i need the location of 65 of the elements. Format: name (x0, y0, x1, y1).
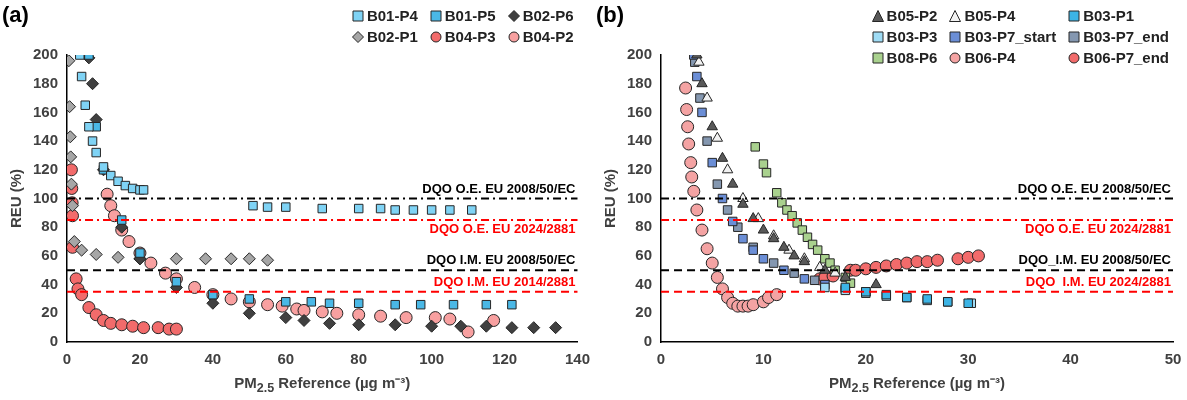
x-tick-label: 140 (564, 350, 590, 368)
y-axis-title: REU (%) (7, 168, 25, 229)
legend-label: B03-P1 (1083, 7, 1134, 24)
x-tick-label: 30 (959, 350, 977, 368)
ref-line-label: DQO I.M. EU 2014/2881 (433, 273, 576, 289)
x-tick-label: 40 (1062, 350, 1079, 368)
ref-line-label: DQO O.E. EU 2024/2881 (1025, 221, 1171, 237)
y-axis-title: REU (%) (601, 168, 619, 229)
y-tick-label: 200 (627, 45, 653, 63)
y-tick-label: 40 (41, 274, 59, 292)
x-tick-label: 60 (277, 350, 295, 368)
ref-line-label: DQO O.E. EU 2008/50/EC (1017, 180, 1172, 196)
x-tick-label: 100 (419, 350, 445, 368)
x-tick-label: 0 (62, 350, 72, 368)
legend-label: B04-P3 (444, 28, 496, 45)
y-tick-label: 140 (33, 131, 59, 149)
y-tick-label: 40 (635, 274, 653, 292)
x-tick-label: 80 (350, 350, 368, 368)
legend-label: B05-P4 (964, 7, 1016, 24)
y-tick-label: 180 (627, 73, 653, 91)
legend-label: B04-P2 (522, 28, 574, 45)
x-tick-label: 0 (656, 350, 666, 368)
y-tick-label: 160 (627, 102, 653, 120)
y-tick-label: 80 (41, 217, 59, 235)
x-tick-label: 20 (857, 350, 875, 368)
x-axis-title: PM$_{2.5}$ Reference (µg m⁻³) (828, 373, 1006, 395)
legend-label: B03-P7_start (964, 28, 1057, 45)
x-tick-label: 20 (131, 350, 149, 368)
ref-line-label: DQO O.E. EU 2024/2881 (429, 221, 576, 237)
y-tick-label: 60 (41, 246, 59, 264)
y-tick-label: 100 (33, 188, 59, 206)
legend-label: B02-P1 (366, 28, 418, 45)
chart-title: (a) (2, 2, 29, 28)
y-tick-label: 60 (635, 246, 653, 264)
legend-label: B05-P2 (886, 7, 938, 24)
x-axis-title: PM$_{2.5}$ Reference (µg m⁻³) (234, 373, 411, 395)
ref-line-label: DQO_I.M. EU 2008/50/EC (1018, 252, 1172, 268)
legend-label: B01-P5 (444, 7, 496, 24)
y-tick-label: 200 (33, 45, 59, 63)
legend-label: B06-P4 (964, 49, 1016, 66)
y-tick-label: 20 (635, 303, 653, 321)
y-tick-label: 120 (627, 159, 653, 177)
legend-label: B03-P3 (886, 28, 938, 45)
y-tick-label: 20 (41, 303, 59, 321)
x-tick-label: 10 (755, 350, 772, 368)
y-tick-label: 100 (627, 188, 653, 206)
legend-label: B06-P7_end (1083, 49, 1169, 66)
legend-label: B02-P6 (522, 7, 574, 24)
y-tick-label: 0 (643, 332, 653, 350)
y-tick-label: 140 (627, 131, 653, 149)
x-tick-label: 120 (492, 350, 518, 368)
y-tick-label: 0 (49, 332, 59, 350)
y-tick-label: 80 (635, 217, 653, 235)
y-tick-label: 160 (33, 102, 59, 120)
x-tick-label: 50 (1164, 350, 1182, 368)
y-tick-label: 120 (33, 159, 59, 177)
ref-line-label: DQO I.M. EU 2024/2881 (1025, 273, 1171, 289)
legend-label: B03-P7_end (1083, 28, 1169, 45)
ref-line-label: DQO O.E. EU 2008/50/EC (422, 180, 577, 196)
x-tick-label: 40 (204, 350, 222, 368)
ref-line-label: DQO I.M. EU 2008/50/EC (426, 252, 577, 268)
legend-label: B08-P6 (886, 49, 938, 66)
legend-label: B01-P4 (366, 7, 418, 24)
y-tick-label: 180 (33, 73, 59, 91)
chart-title: (b) (596, 2, 625, 28)
